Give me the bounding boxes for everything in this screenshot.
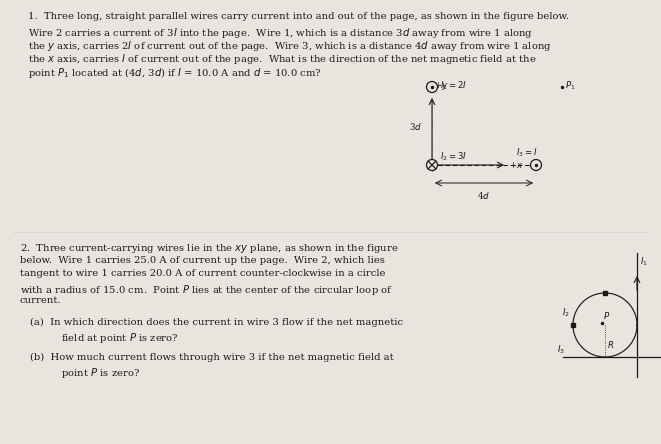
Text: the $y$ axis, carries 2$I$ of current out of the page.  Wire 3, which is a dista: the $y$ axis, carries 2$I$ of current ou…	[28, 39, 552, 53]
Text: tangent to wire 1 carries 20.0 A of current counter-clockwise in a circle: tangent to wire 1 carries 20.0 A of curr…	[20, 269, 385, 278]
Text: 1.  Three long, straight parallel wires carry current into and out of the page, : 1. Three long, straight parallel wires c…	[28, 12, 569, 21]
Text: $R$: $R$	[607, 339, 614, 350]
Text: field at point $P$ is zero?: field at point $P$ is zero?	[42, 331, 178, 345]
Text: 4$d$: 4$d$	[477, 190, 490, 201]
Text: point $P_1$ located at (4$d$, 3$d$) if $I$ = 10.0 A and $d$ = 10.0 cm?: point $P_1$ located at (4$d$, 3$d$) if $…	[28, 66, 321, 80]
Text: $I_1$: $I_1$	[640, 255, 648, 267]
Text: $I_3$: $I_3$	[557, 344, 565, 356]
Text: 2.  Three current-carrying wires lie in the $xy$ plane, as shown in the figure: 2. Three current-carrying wires lie in t…	[20, 242, 399, 255]
Text: +$y$: +$y$	[434, 80, 448, 92]
Text: $P_1$: $P_1$	[565, 80, 576, 92]
Text: $I_2 = 3I$: $I_2 = 3I$	[440, 151, 467, 163]
Circle shape	[531, 159, 541, 170]
Text: point $P$ is zero?: point $P$ is zero?	[42, 366, 140, 380]
Text: current.: current.	[20, 296, 61, 305]
Circle shape	[426, 82, 438, 92]
Text: the $x$ axis, carries $I$ of current out of the page.  What is the direction of : the $x$ axis, carries $I$ of current out…	[28, 52, 537, 67]
Text: (b)  How much current flows through wire 3 if the net magnetic field at: (b) How much current flows through wire …	[30, 353, 393, 361]
Text: $I_1 = 2I$: $I_1 = 2I$	[440, 80, 467, 92]
Text: 3$d$: 3$d$	[409, 120, 422, 131]
Text: Wire 2 carries a current of 3$I$ into the page.  Wire 1, which is a distance 3$d: Wire 2 carries a current of 3$I$ into th…	[28, 25, 533, 40]
Text: $P$: $P$	[603, 310, 610, 321]
Text: below.  Wire 1 carries 25.0 A of current up the page.  Wire 2, which lies: below. Wire 1 carries 25.0 A of current …	[20, 255, 385, 265]
Circle shape	[426, 159, 438, 170]
Text: (a)  In which direction does the current in wire 3 flow if the net magnetic: (a) In which direction does the current …	[30, 317, 403, 327]
Text: $I_2$: $I_2$	[562, 307, 570, 319]
Text: $I_3 = I$: $I_3 = I$	[516, 147, 537, 159]
Text: +$x$: +$x$	[509, 160, 524, 170]
Text: with a radius of 15.0 cm.  Point $P$ lies at the center of the circular loop of: with a radius of 15.0 cm. Point $P$ lies…	[20, 282, 393, 297]
